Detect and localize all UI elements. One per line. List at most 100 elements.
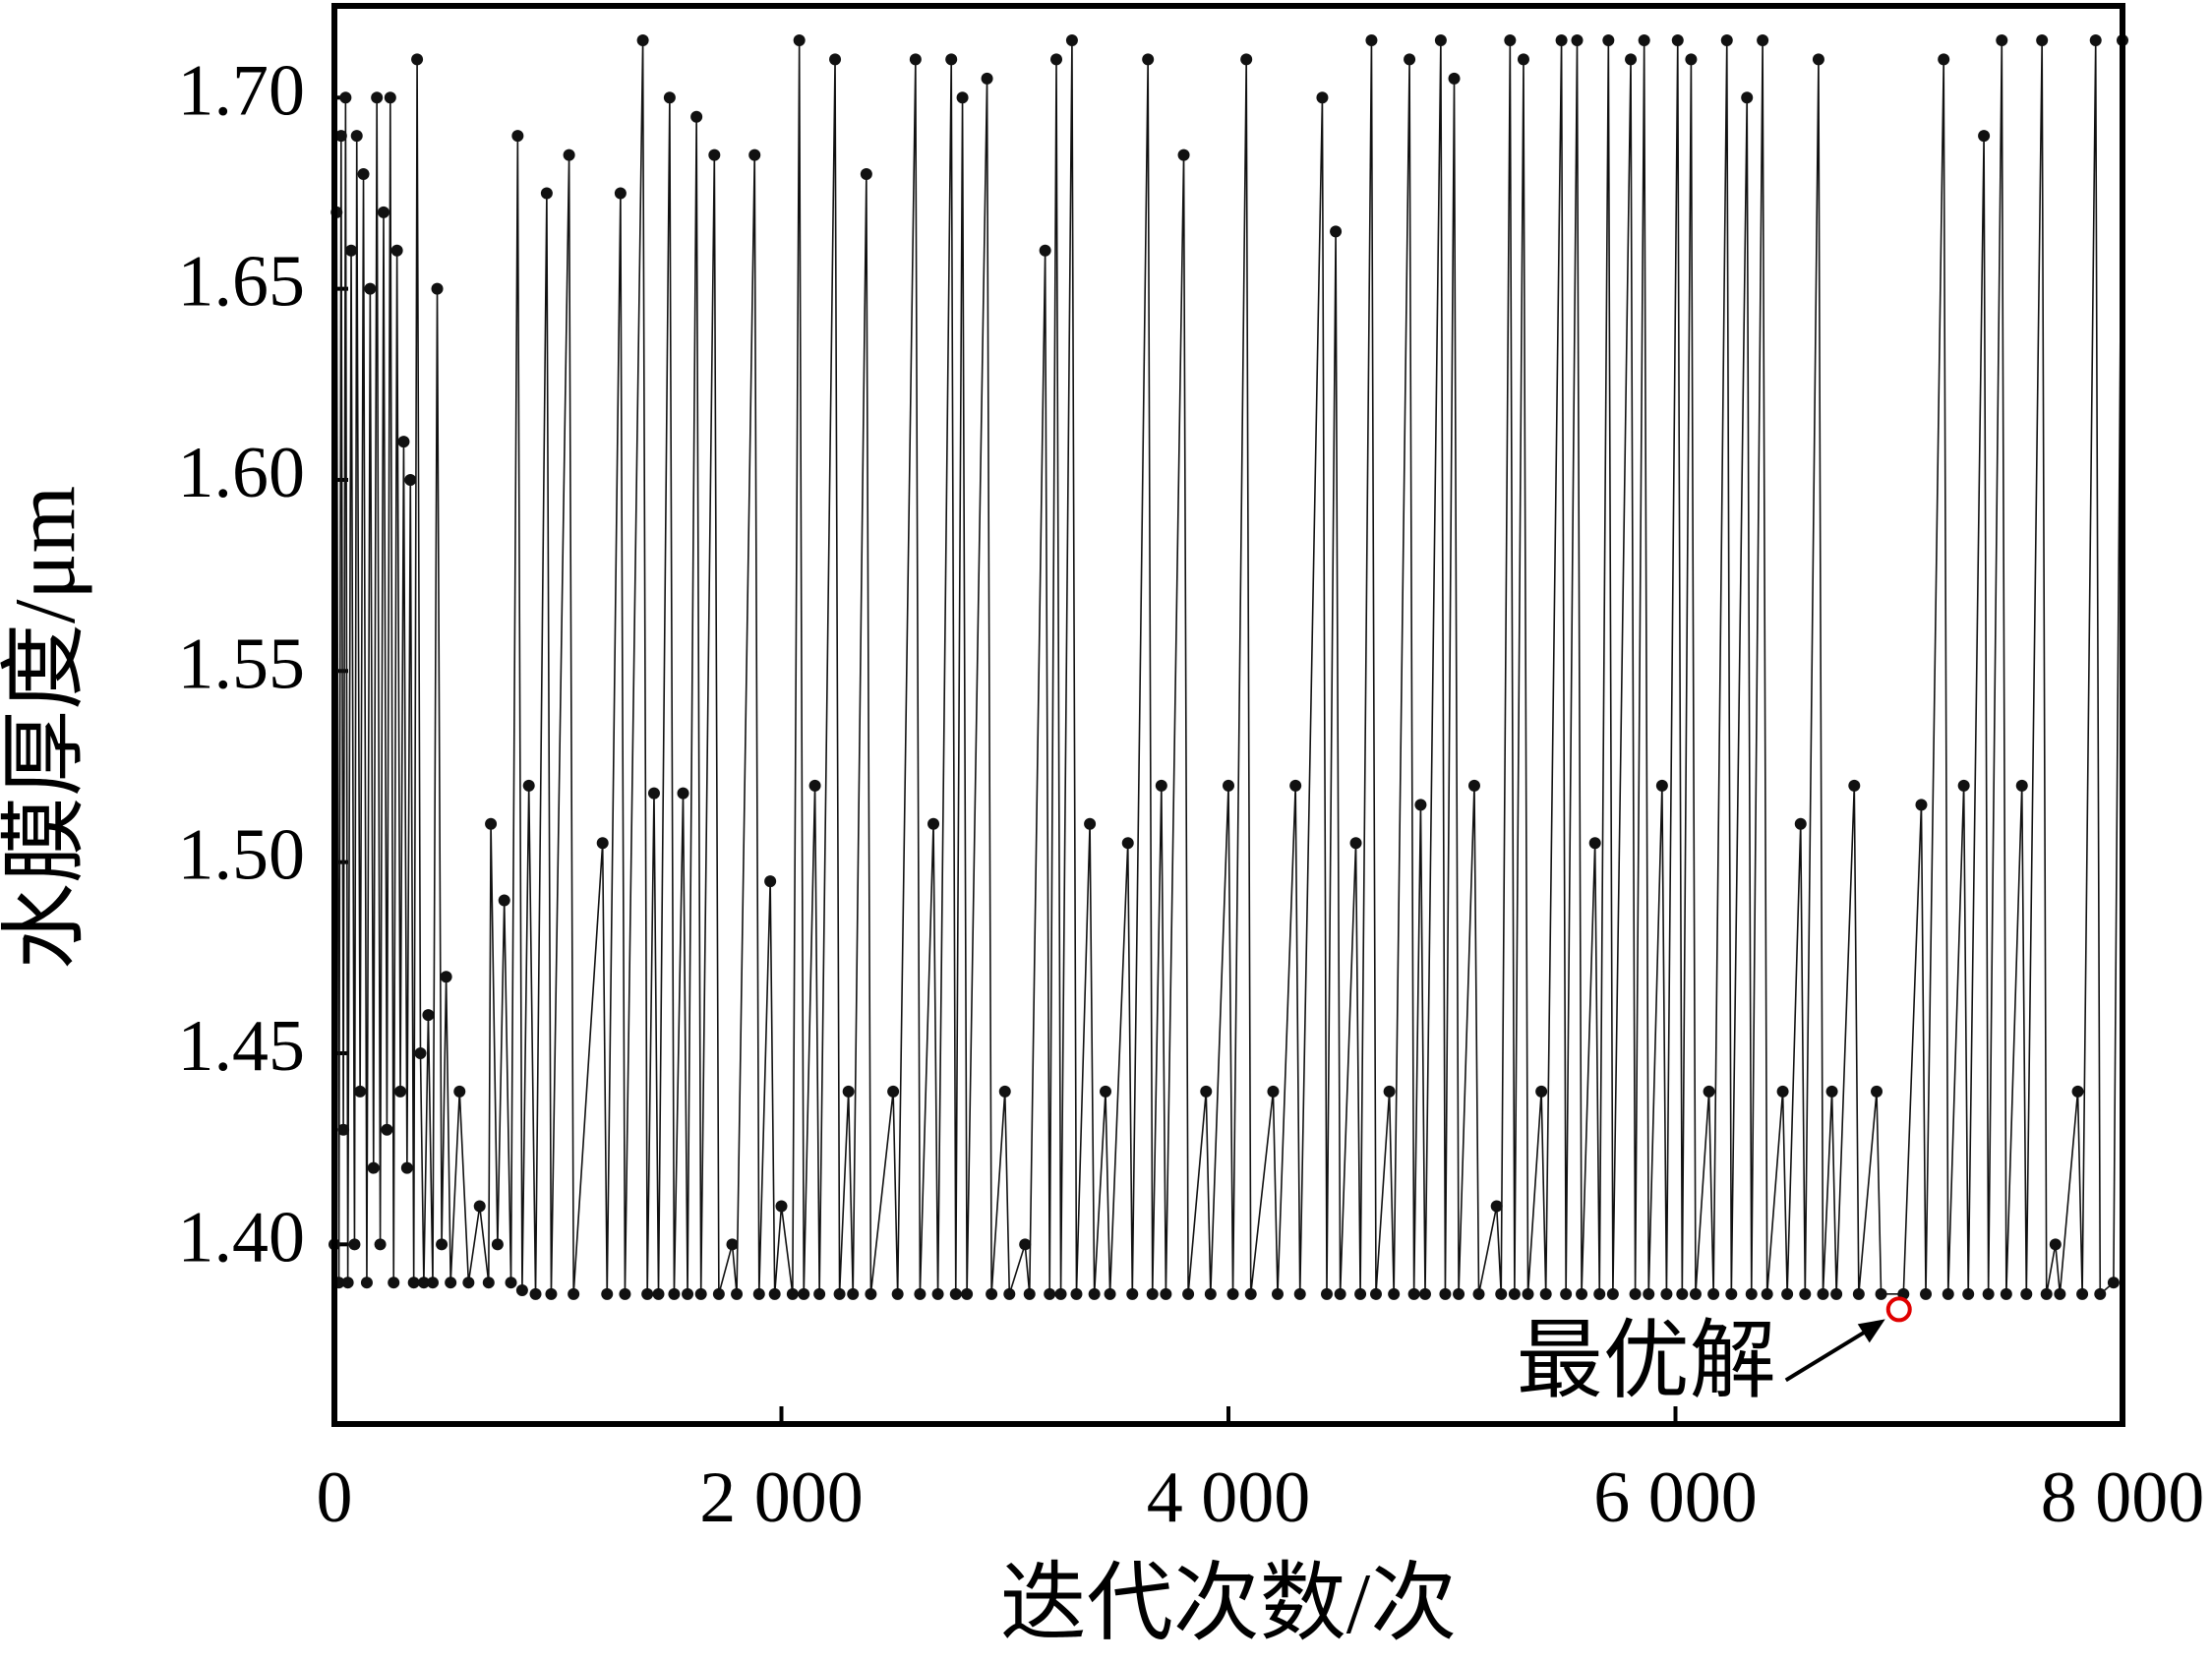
- data-point: [1517, 53, 1529, 66]
- data-point: [1660, 1287, 1673, 1300]
- data-point: [1177, 148, 1190, 161]
- data-point: [690, 110, 703, 123]
- data-point: [860, 168, 872, 181]
- data-point: [1920, 1287, 1933, 1300]
- data-point: [1875, 1287, 1887, 1300]
- data-point: [1812, 53, 1824, 66]
- data-point: [1957, 779, 1970, 792]
- data-point: [1643, 1287, 1655, 1300]
- data-point: [2040, 1287, 2053, 1300]
- data-point: [1689, 1287, 1702, 1300]
- data-point: [1070, 1287, 1083, 1300]
- data-point: [1725, 1287, 1738, 1300]
- data-point: [1223, 779, 1234, 792]
- data-point: [2049, 1238, 2062, 1251]
- data-point: [397, 436, 410, 448]
- data-point: [350, 130, 363, 143]
- data-point: [998, 1085, 1011, 1098]
- data-point: [390, 244, 403, 257]
- y-tick-label: 1.45: [178, 1006, 306, 1087]
- data-point: [647, 787, 660, 800]
- data-point: [813, 1287, 826, 1300]
- y-tick-label: 1.40: [178, 1197, 306, 1277]
- data-point: [1799, 1287, 1812, 1300]
- data-point: [1439, 1287, 1452, 1300]
- data-point: [768, 1287, 781, 1300]
- data-point: [1830, 1287, 1843, 1300]
- data-point: [339, 91, 352, 104]
- data-point: [1349, 837, 1362, 850]
- data-point: [354, 1085, 367, 1098]
- data-point: [981, 72, 993, 85]
- data-point: [360, 1277, 373, 1289]
- data-point: [601, 1287, 614, 1300]
- data-point: [1404, 53, 1416, 66]
- annotation-arrowhead: [1857, 1319, 1885, 1343]
- data-point: [388, 1277, 400, 1289]
- data-point: [1383, 1085, 1396, 1098]
- data-point: [1871, 1085, 1883, 1098]
- data-point: [1226, 1287, 1239, 1300]
- data-point: [2076, 1287, 2089, 1300]
- data-point: [712, 1287, 725, 1300]
- data-point: [498, 894, 510, 907]
- data-point: [1271, 1287, 1284, 1300]
- data-point: [1240, 53, 1253, 66]
- data-point: [1204, 1287, 1217, 1300]
- data-point: [1671, 33, 1684, 46]
- data-point: [394, 1085, 407, 1098]
- data-point: [1453, 1287, 1465, 1300]
- data-point: [891, 1287, 904, 1300]
- data-point: [1703, 1085, 1715, 1098]
- x-tick-label: 2 000: [699, 1457, 864, 1538]
- data-point: [2020, 1287, 2033, 1300]
- data-point: [1354, 1287, 1367, 1300]
- data-point: [1407, 1287, 1420, 1300]
- data-point: [798, 1287, 810, 1300]
- data-point: [694, 1287, 707, 1300]
- data-point: [1629, 1287, 1642, 1300]
- data-point: [748, 148, 761, 161]
- data-point: [1539, 1287, 1552, 1300]
- data-point: [1448, 72, 1461, 85]
- data-point: [422, 1009, 435, 1022]
- data-point: [1942, 1287, 1954, 1300]
- data-point: [2054, 1287, 2066, 1300]
- data-point: [334, 130, 347, 143]
- data-point: [956, 91, 969, 104]
- data-point: [440, 971, 452, 983]
- data-point: [364, 282, 377, 295]
- data-point: [1289, 779, 1302, 792]
- data-point: [1267, 1085, 1280, 1098]
- data-point: [1418, 1287, 1431, 1300]
- data-point: [1003, 1287, 1016, 1300]
- data-point: [462, 1277, 475, 1289]
- data-point: [1978, 130, 1991, 143]
- data-point: [2036, 33, 2049, 46]
- data-point: [540, 187, 553, 200]
- data-point: [348, 1238, 361, 1251]
- data-point: [1606, 1287, 1619, 1300]
- data-point: [1467, 779, 1480, 792]
- data-point: [786, 1287, 799, 1300]
- data-point: [614, 187, 627, 200]
- data-point: [1365, 33, 1378, 46]
- data-point: [426, 1277, 439, 1289]
- data-point: [473, 1200, 486, 1213]
- data-point: [842, 1085, 855, 1098]
- data-point: [1522, 1287, 1534, 1300]
- data-point: [404, 473, 417, 486]
- data-point: [986, 1287, 998, 1300]
- y-axis-title: 水膜厚度/μm: [0, 486, 93, 970]
- y-tick-label: 1.55: [178, 624, 306, 704]
- data-point: [445, 1277, 457, 1289]
- annotation-label: 最优解: [1517, 1315, 1776, 1410]
- data-point: [374, 1238, 387, 1251]
- data-point: [833, 1287, 846, 1300]
- data-point: [417, 1277, 430, 1289]
- data-point: [384, 91, 396, 104]
- data-point: [961, 1287, 974, 1300]
- x-tick-label: 4 000: [1147, 1457, 1311, 1538]
- data-point: [1685, 53, 1698, 66]
- data-point: [1084, 817, 1097, 830]
